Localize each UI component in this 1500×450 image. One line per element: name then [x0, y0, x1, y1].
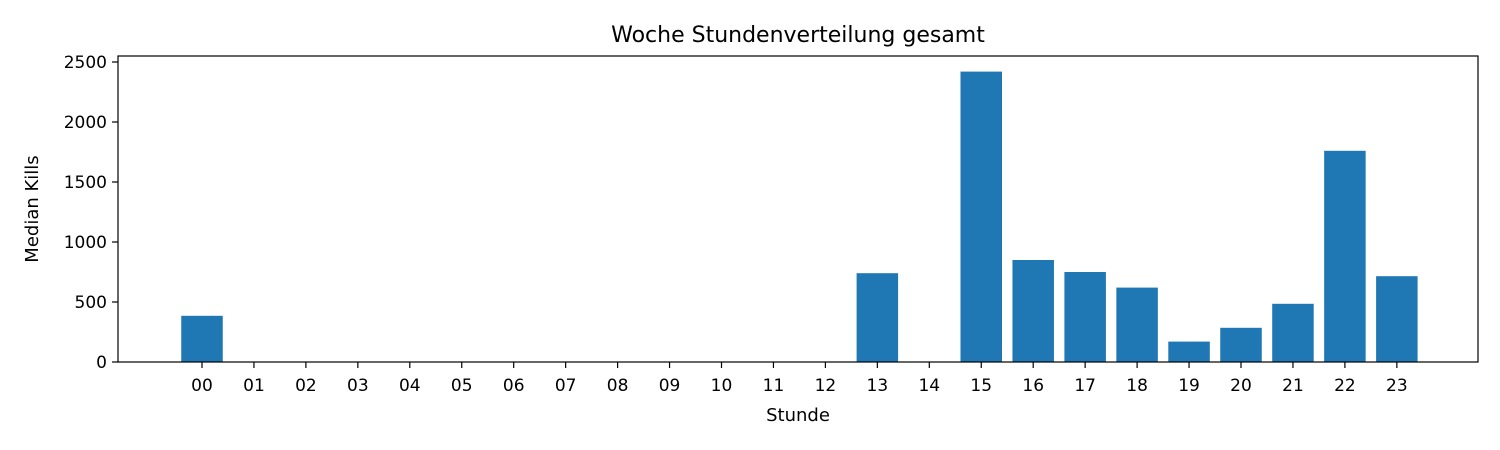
- x-tick-label: 06: [503, 376, 525, 396]
- bar-19: [1168, 341, 1210, 362]
- x-tick-label: 11: [763, 376, 785, 396]
- x-tick-label: 12: [815, 376, 837, 396]
- y-tick-label: 2000: [64, 113, 107, 133]
- chart-title: Woche Stundenverteilung gesamt: [611, 23, 985, 48]
- x-tick-label: 10: [711, 376, 733, 396]
- x-tick-label: 19: [1178, 376, 1200, 396]
- bar-17: [1064, 272, 1106, 362]
- y-axis-label: Median Kills: [22, 155, 43, 262]
- x-tick-label: 03: [347, 376, 369, 396]
- bar-22: [1324, 150, 1366, 362]
- bar-15: [960, 71, 1002, 362]
- y-tick-label: 1000: [64, 233, 107, 253]
- bar-00: [181, 315, 223, 362]
- x-tick-label: 17: [1074, 376, 1096, 396]
- bar-20: [1220, 327, 1262, 362]
- x-tick-label: 15: [970, 376, 992, 396]
- y-tick-label: 1500: [64, 173, 107, 193]
- y-tick-label: 500: [75, 293, 107, 313]
- x-tick-label: 21: [1282, 376, 1304, 396]
- bar-16: [1012, 260, 1054, 362]
- x-tick-label: 02: [295, 376, 317, 396]
- y-axis-ticks: 0 500 1000 1500 2000 2500: [64, 53, 118, 373]
- x-tick-label: 08: [607, 376, 629, 396]
- x-tick-label: 09: [659, 376, 681, 396]
- x-tick-label: 13: [867, 376, 889, 396]
- plot-frame: [117, 55, 1479, 363]
- bar-13: [856, 273, 899, 362]
- x-tick-label: 05: [451, 376, 473, 396]
- x-tick-label: 16: [1022, 376, 1044, 396]
- x-tick-label: 23: [1386, 376, 1408, 396]
- x-tick-label: 01: [243, 376, 265, 396]
- x-axis-label: Stunde: [766, 405, 830, 426]
- x-axis-ticks: 00 01 02 03 04 05 06 07 08 09 10 11 12 13 14 15 16 17 18 19…: [191, 362, 1408, 396]
- x-tick-label: 14: [918, 376, 940, 396]
- x-tick-label: 18: [1126, 376, 1148, 396]
- bar-23: [1376, 276, 1418, 362]
- x-tick-label: 04: [399, 376, 421, 396]
- y-tick-label: 0: [96, 353, 107, 373]
- y-tick-label: 2500: [64, 53, 107, 73]
- bars-group: [181, 71, 1418, 362]
- bar-18: [1116, 287, 1158, 362]
- bar-21: [1272, 303, 1314, 362]
- x-tick-label: 00: [191, 376, 213, 396]
- x-tick-label: 20: [1230, 376, 1252, 396]
- x-tick-label: 07: [555, 376, 577, 396]
- x-tick-label: 22: [1334, 376, 1356, 396]
